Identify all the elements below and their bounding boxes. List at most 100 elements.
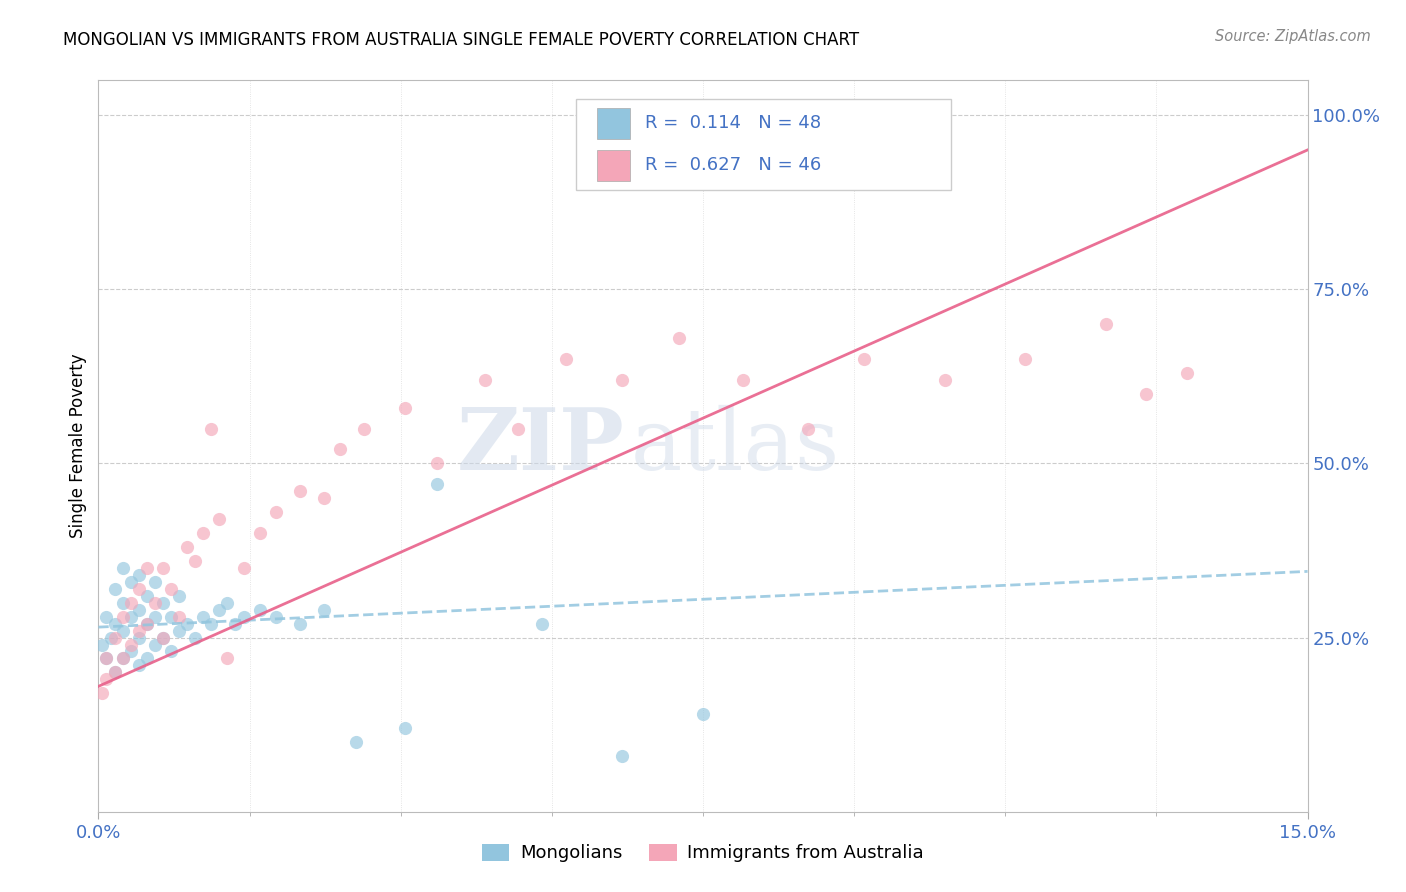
Point <box>426 457 449 471</box>
Point <box>193 609 215 624</box>
Point <box>135 616 157 631</box>
Point <box>224 616 246 631</box>
Point <box>288 616 311 631</box>
Text: MONGOLIAN VS IMMIGRANTS FROM AUSTRALIA SINGLE FEMALE POVERTY CORRELATION CHART: MONGOLIAN VS IMMIGRANTS FROM AUSTRALIA S… <box>63 31 859 49</box>
Point <box>474 373 496 387</box>
Point <box>103 616 125 631</box>
Point <box>128 658 150 673</box>
Point <box>143 574 166 589</box>
Bar <box>596 150 630 181</box>
Point <box>394 721 416 735</box>
Point <box>167 609 190 624</box>
Point <box>264 505 287 519</box>
Point <box>217 651 239 665</box>
Point <box>103 631 125 645</box>
Point <box>160 609 183 624</box>
Point <box>612 373 634 387</box>
Point <box>111 561 134 575</box>
Point <box>167 624 190 638</box>
Point <box>135 561 157 575</box>
Point <box>249 526 271 541</box>
Point <box>314 603 336 617</box>
Point <box>184 631 207 645</box>
Point <box>128 603 150 617</box>
Point <box>96 651 118 665</box>
Text: ZIP: ZIP <box>457 404 624 488</box>
Point <box>1095 317 1118 331</box>
Point <box>232 609 254 624</box>
Point <box>167 589 190 603</box>
Point <box>249 603 271 617</box>
Point <box>1135 386 1157 401</box>
Point <box>1175 366 1198 380</box>
Point <box>217 596 239 610</box>
Point <box>530 616 553 631</box>
Point <box>668 331 690 345</box>
Point <box>96 609 118 624</box>
Point <box>394 401 416 415</box>
Point <box>103 582 125 596</box>
Point <box>120 609 142 624</box>
Point <box>612 749 634 764</box>
Point <box>128 582 150 596</box>
Point <box>160 582 183 596</box>
Point <box>120 644 142 658</box>
Point <box>288 484 311 499</box>
Point <box>208 603 231 617</box>
Point <box>152 631 174 645</box>
Point <box>506 421 529 435</box>
Point <box>152 596 174 610</box>
Point <box>853 351 876 366</box>
FancyBboxPatch shape <box>576 99 950 190</box>
Point <box>193 526 215 541</box>
Legend: Mongolians, Immigrants from Australia: Mongolians, Immigrants from Australia <box>475 837 931 870</box>
Point <box>143 638 166 652</box>
Point <box>120 638 142 652</box>
Point <box>111 609 134 624</box>
Point <box>344 735 367 749</box>
Text: R =  0.627   N = 46: R = 0.627 N = 46 <box>645 156 821 174</box>
Point <box>96 651 118 665</box>
Point <box>1014 351 1036 366</box>
Point <box>733 373 755 387</box>
Point <box>184 554 207 568</box>
Point <box>200 616 222 631</box>
Point <box>135 589 157 603</box>
Point <box>111 596 134 610</box>
Y-axis label: Single Female Poverty: Single Female Poverty <box>69 354 87 538</box>
Point <box>91 638 114 652</box>
Point <box>353 421 375 435</box>
Point <box>91 686 114 700</box>
Point <box>120 574 142 589</box>
Point <box>176 540 198 554</box>
Point <box>135 651 157 665</box>
Point <box>934 373 956 387</box>
Point <box>103 665 125 680</box>
Point <box>103 665 125 680</box>
Point <box>797 421 820 435</box>
Point <box>160 644 183 658</box>
Point <box>692 707 714 722</box>
Text: Source: ZipAtlas.com: Source: ZipAtlas.com <box>1215 29 1371 44</box>
Point <box>120 596 142 610</box>
Point <box>128 624 150 638</box>
Text: R =  0.114   N = 48: R = 0.114 N = 48 <box>645 114 821 132</box>
Point <box>232 561 254 575</box>
Point <box>152 561 174 575</box>
Point <box>264 609 287 624</box>
Point <box>143 596 166 610</box>
Text: atlas: atlas <box>630 404 839 488</box>
Point <box>208 512 231 526</box>
Point <box>128 567 150 582</box>
Point <box>555 351 578 366</box>
Bar <box>596 108 630 138</box>
Point <box>143 609 166 624</box>
Point <box>200 421 222 435</box>
Point <box>176 616 198 631</box>
Point <box>426 477 449 491</box>
Point <box>111 624 134 638</box>
Point <box>111 651 134 665</box>
Point <box>100 631 122 645</box>
Point <box>329 442 352 457</box>
Point <box>96 673 118 687</box>
